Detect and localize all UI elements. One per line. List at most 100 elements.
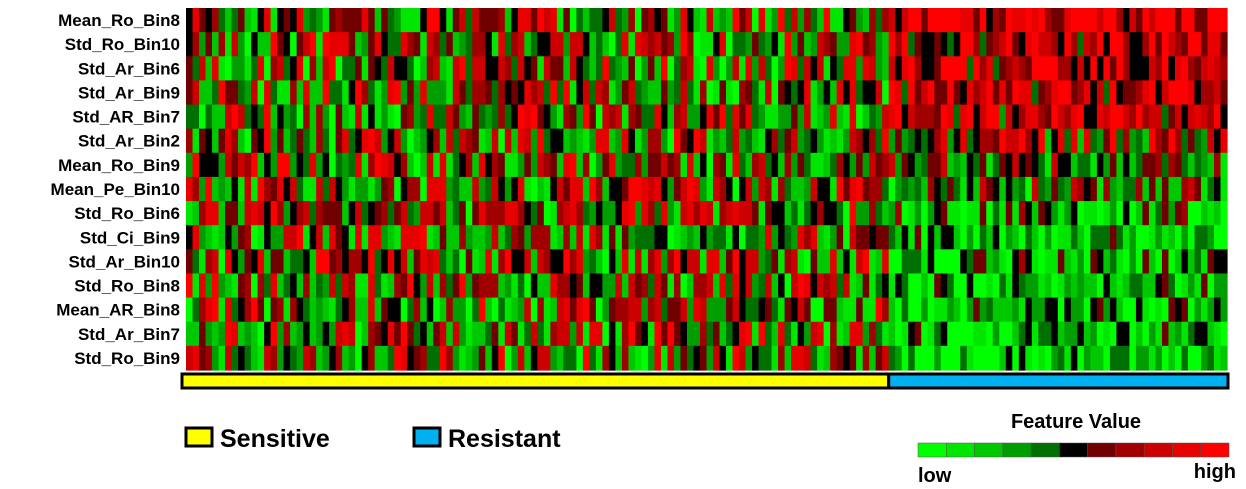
heatmap-cell [693, 104, 701, 130]
heatmap-cell [778, 201, 786, 226]
heatmap-cell [257, 297, 265, 323]
heatmap-cell [1025, 128, 1033, 154]
heatmap-cell [563, 80, 571, 106]
heatmap-cell [706, 56, 714, 81]
heatmap-cell [205, 345, 213, 371]
heatmap-cell [693, 201, 701, 226]
heatmap-cell [947, 176, 955, 202]
heatmap-cell [511, 297, 519, 323]
heatmap-cell [1116, 8, 1124, 33]
heatmap-cell [283, 201, 291, 226]
heatmap-cell [882, 176, 890, 202]
heatmap-cell [960, 225, 968, 250]
heatmap-cell [862, 80, 870, 106]
heatmap-cell [1116, 128, 1124, 154]
heatmap-cell [244, 32, 252, 57]
heatmap-cell [895, 176, 903, 202]
heatmap-cell [1200, 273, 1209, 299]
heatmap-cell [1090, 8, 1098, 33]
color-scale-swatch [1002, 442, 1032, 458]
heatmap-cell [413, 321, 421, 347]
heatmap-cell [849, 201, 857, 226]
heatmap-cell [836, 32, 844, 57]
heatmap-cell [758, 345, 766, 371]
heatmap-cell [745, 225, 753, 250]
heatmap-cell [634, 176, 643, 202]
group-bar-resistant [887, 372, 1230, 390]
heatmap-cell [817, 152, 825, 178]
heatmap-cell [739, 8, 747, 33]
heatmap-cell [465, 104, 473, 130]
heatmap-cell [849, 297, 857, 323]
heatmap-cell [1096, 152, 1104, 178]
heatmap-cell [901, 176, 909, 202]
heatmap-cell [1207, 176, 1215, 202]
heatmap-cell [381, 152, 389, 178]
heatmap-cell [517, 297, 525, 323]
heatmap-cell [231, 273, 239, 299]
heatmap-cell [290, 321, 298, 347]
heatmap-cell [1129, 152, 1137, 178]
heatmap-cell [374, 80, 382, 106]
heatmap-cell [381, 8, 389, 33]
heatmap-cell [986, 152, 994, 178]
heatmap-cell [1207, 201, 1215, 226]
heatmap-cell [862, 225, 870, 250]
heatmap-cell [667, 8, 675, 33]
heatmap-cell [504, 297, 512, 323]
heatmap-cell [615, 152, 623, 178]
heatmap-cell [973, 273, 981, 299]
heatmap-cell [927, 32, 935, 57]
heatmap-cell [934, 56, 942, 81]
heatmap-cell [303, 176, 311, 202]
heatmap-cell [1025, 80, 1033, 106]
heatmap-cell [953, 345, 961, 371]
heatmap-cell [335, 32, 343, 57]
heatmap-cell [1109, 273, 1117, 299]
heatmap-cell [576, 249, 584, 275]
heatmap-cell [1109, 225, 1117, 250]
heatmap-cell [563, 225, 571, 250]
heatmap-cell [1129, 104, 1137, 130]
heatmap-cell [882, 297, 890, 323]
heatmap-cell [817, 80, 825, 106]
heatmap-cell [186, 56, 194, 81]
heatmap-cell [283, 8, 291, 33]
heatmap-cell [491, 104, 499, 130]
heatmap-cell [556, 80, 564, 106]
heatmap-cell [504, 80, 512, 106]
heatmap-cell [186, 32, 194, 57]
heatmap-cell [277, 345, 285, 371]
heatmap-cell [244, 80, 252, 106]
heatmap-cell [739, 56, 747, 81]
heatmap-cell [673, 152, 682, 178]
heatmap-cell [283, 176, 291, 202]
heatmap-cell [316, 176, 324, 202]
heatmap-cell [654, 8, 662, 33]
heatmap-cell [426, 345, 434, 371]
heatmap-cell [758, 273, 766, 299]
heatmap-cell [869, 152, 877, 178]
heatmap-cell [804, 345, 812, 371]
heatmap-cell [355, 273, 363, 299]
heatmap-cell [1070, 321, 1078, 347]
heatmap-cell [556, 128, 564, 154]
heatmap-cell [849, 32, 857, 57]
heatmap-cell [765, 176, 773, 202]
heatmap-cell [1181, 176, 1189, 202]
heatmap-cell [1083, 104, 1091, 130]
heatmap-cell [660, 225, 669, 250]
heatmap-cell [771, 225, 779, 250]
heatmap-cell [602, 104, 610, 130]
color-scale-swatch [1172, 442, 1201, 458]
heatmap-cell [1005, 249, 1013, 275]
heatmap-cell [667, 345, 675, 371]
heatmap-cell [420, 225, 428, 250]
heatmap-cell [1077, 152, 1085, 178]
heatmap-cell [186, 249, 194, 275]
heatmap-cell [719, 80, 727, 106]
heatmap-cell [1122, 321, 1131, 347]
heatmap-cell [426, 56, 434, 81]
heatmap-cell [322, 56, 330, 81]
heatmap-cell [290, 176, 298, 202]
